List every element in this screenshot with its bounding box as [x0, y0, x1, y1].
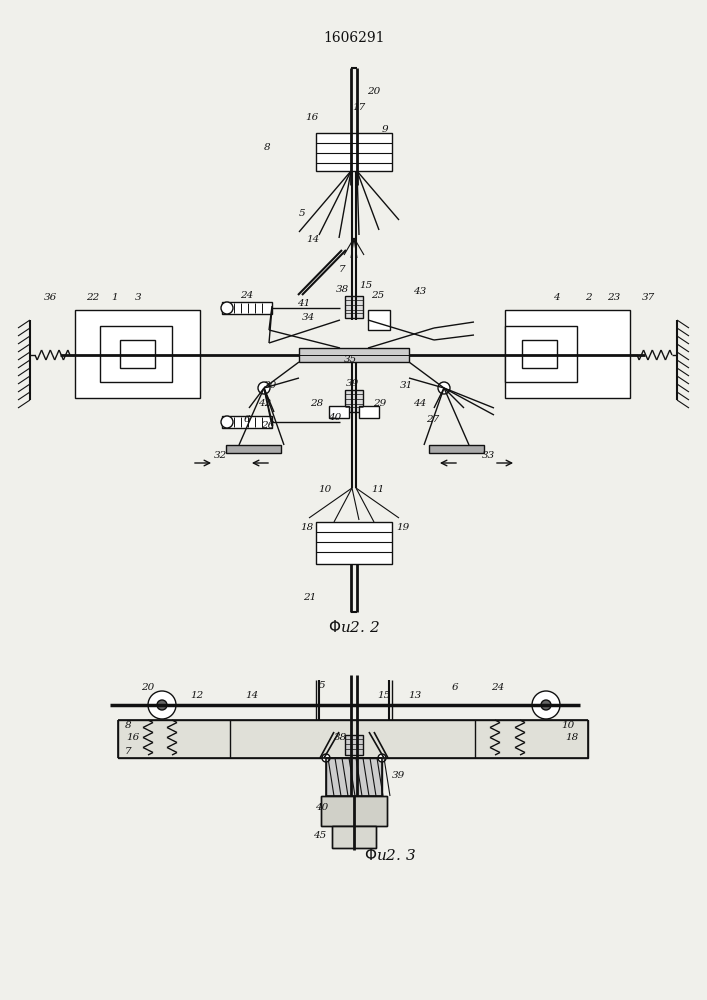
Text: 24: 24: [240, 292, 254, 300]
Text: 8: 8: [264, 143, 270, 152]
Text: 4: 4: [553, 294, 559, 302]
Text: 40: 40: [328, 414, 341, 422]
Circle shape: [157, 700, 167, 710]
Text: $\Phi$u2. 2: $\Phi$u2. 2: [328, 619, 380, 635]
Text: 5: 5: [298, 210, 305, 219]
Bar: [222, 302, 272, 314]
Text: 26: 26: [262, 422, 274, 430]
Text: 11: 11: [371, 486, 385, 494]
Text: 10: 10: [318, 486, 332, 494]
Text: 9: 9: [382, 125, 388, 134]
Bar: [118, 720, 588, 758]
Bar: [359, 406, 379, 418]
Text: 18: 18: [566, 734, 578, 742]
Text: 1606291: 1606291: [323, 31, 385, 45]
Text: 35: 35: [344, 356, 356, 364]
Bar: [345, 390, 363, 412]
Bar: [522, 340, 557, 368]
Text: 10: 10: [561, 720, 575, 730]
Text: 6: 6: [452, 684, 458, 692]
Text: 15: 15: [359, 282, 373, 290]
Text: 1: 1: [112, 294, 118, 302]
Text: 23: 23: [607, 294, 621, 302]
Circle shape: [378, 754, 386, 762]
Text: 14: 14: [306, 235, 320, 244]
Text: 7: 7: [124, 748, 132, 756]
Circle shape: [322, 754, 330, 762]
Text: 21: 21: [303, 593, 317, 602]
Text: $\Phi$u2. 3: $\Phi$u2. 3: [364, 847, 416, 863]
Text: 37: 37: [643, 294, 655, 302]
Text: 40: 40: [315, 802, 329, 812]
Bar: [321, 796, 387, 826]
Bar: [100, 326, 172, 382]
Bar: [316, 522, 392, 564]
Text: 24: 24: [491, 684, 505, 692]
Text: 29: 29: [373, 398, 387, 408]
Bar: [345, 735, 363, 755]
Bar: [345, 296, 363, 318]
Circle shape: [532, 691, 560, 719]
Bar: [326, 758, 382, 796]
Bar: [222, 416, 272, 428]
Text: 2: 2: [585, 294, 591, 302]
Bar: [368, 310, 390, 330]
Bar: [120, 340, 155, 368]
Text: 34: 34: [301, 314, 315, 322]
Text: 25: 25: [371, 292, 385, 300]
Text: 41: 41: [298, 298, 310, 308]
Text: 19: 19: [397, 522, 409, 532]
Text: 7: 7: [339, 265, 345, 274]
Circle shape: [221, 416, 233, 428]
Text: 16: 16: [127, 734, 139, 742]
Circle shape: [438, 382, 450, 394]
Text: 18: 18: [300, 522, 314, 532]
Text: 3: 3: [135, 294, 141, 302]
Text: 31: 31: [400, 381, 414, 390]
Text: 8: 8: [124, 720, 132, 730]
Text: 33: 33: [481, 452, 495, 460]
Bar: [329, 406, 349, 418]
Text: 15: 15: [378, 692, 391, 700]
Text: 39: 39: [392, 770, 404, 780]
Text: 17: 17: [352, 104, 366, 112]
Text: 43: 43: [414, 288, 426, 296]
Text: 27: 27: [426, 416, 440, 424]
Circle shape: [541, 700, 551, 710]
Text: 5: 5: [319, 680, 325, 690]
Text: 14: 14: [245, 690, 259, 700]
Text: 20: 20: [141, 684, 155, 692]
Bar: [75, 310, 200, 398]
Text: 20: 20: [368, 88, 380, 97]
Text: 45: 45: [313, 830, 327, 840]
Text: 44: 44: [414, 399, 426, 408]
Bar: [226, 445, 281, 453]
Text: 6: 6: [244, 416, 250, 424]
Text: 32: 32: [214, 452, 227, 460]
Text: 13: 13: [409, 692, 421, 700]
Bar: [316, 133, 392, 171]
Bar: [299, 348, 409, 362]
Bar: [505, 310, 630, 398]
Circle shape: [148, 691, 176, 719]
Bar: [429, 445, 484, 453]
Bar: [332, 826, 376, 848]
Circle shape: [258, 382, 270, 394]
Text: 42: 42: [258, 399, 271, 408]
Text: 22: 22: [86, 294, 100, 302]
Bar: [332, 826, 376, 848]
Text: 39: 39: [346, 379, 358, 388]
Bar: [505, 326, 577, 382]
Bar: [321, 796, 387, 826]
Text: 12: 12: [190, 692, 204, 700]
Text: 38: 38: [335, 286, 349, 294]
Text: 30: 30: [264, 381, 276, 390]
Text: 36: 36: [43, 294, 57, 302]
Text: 16: 16: [305, 113, 319, 122]
Circle shape: [221, 302, 233, 314]
Text: 28: 28: [310, 398, 324, 408]
Text: 38: 38: [334, 734, 346, 742]
